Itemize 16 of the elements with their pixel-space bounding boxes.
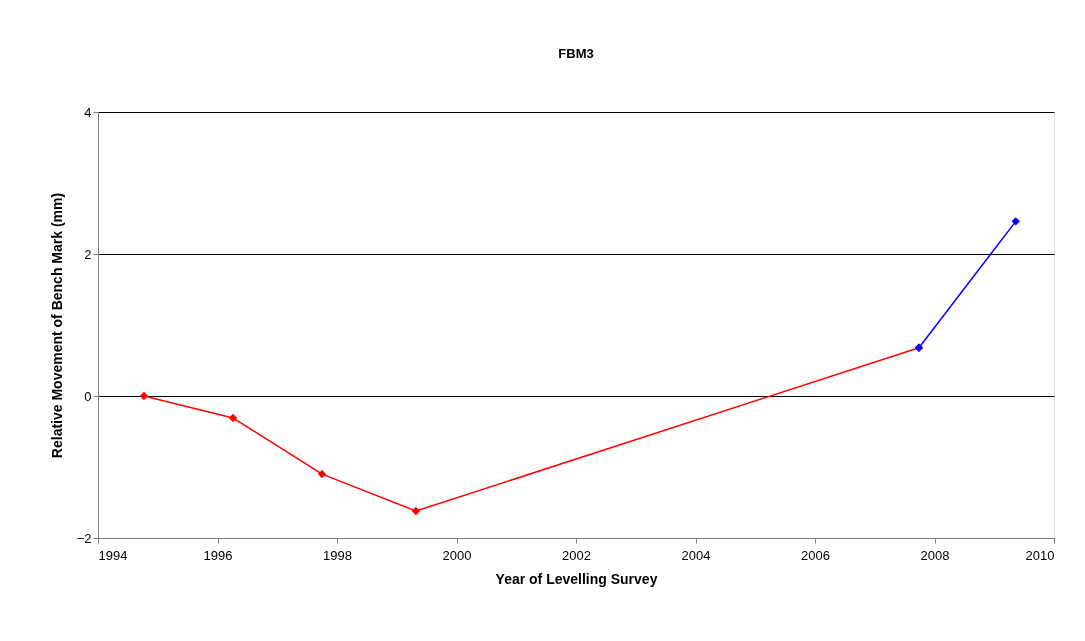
y-tick-label: −2 — [76, 530, 92, 546]
x-tick-label: 2002 — [562, 547, 591, 563]
x-tick-label: 2004 — [681, 547, 711, 563]
y-tick-label: 2 — [84, 246, 92, 262]
y-tick-label: 4 — [84, 104, 92, 120]
x-tick-label: 2000 — [442, 547, 472, 563]
x-axis-title: Year of Levelling Survey — [495, 570, 658, 587]
x-tick-label: 1996 — [203, 547, 233, 563]
x-tick-label: 2008 — [920, 547, 950, 563]
chart-title: FBM3 — [558, 46, 594, 61]
x-tick-label: 2006 — [801, 547, 830, 563]
y-tick-label: 0 — [84, 388, 92, 404]
x-tick-label: 1998 — [323, 547, 352, 563]
y-axis-title: Relative Movement of Bench Mark (mm) — [48, 192, 65, 459]
x-tick-label: 2010 — [1025, 547, 1055, 563]
x-tick-label: 1994 — [98, 547, 128, 563]
